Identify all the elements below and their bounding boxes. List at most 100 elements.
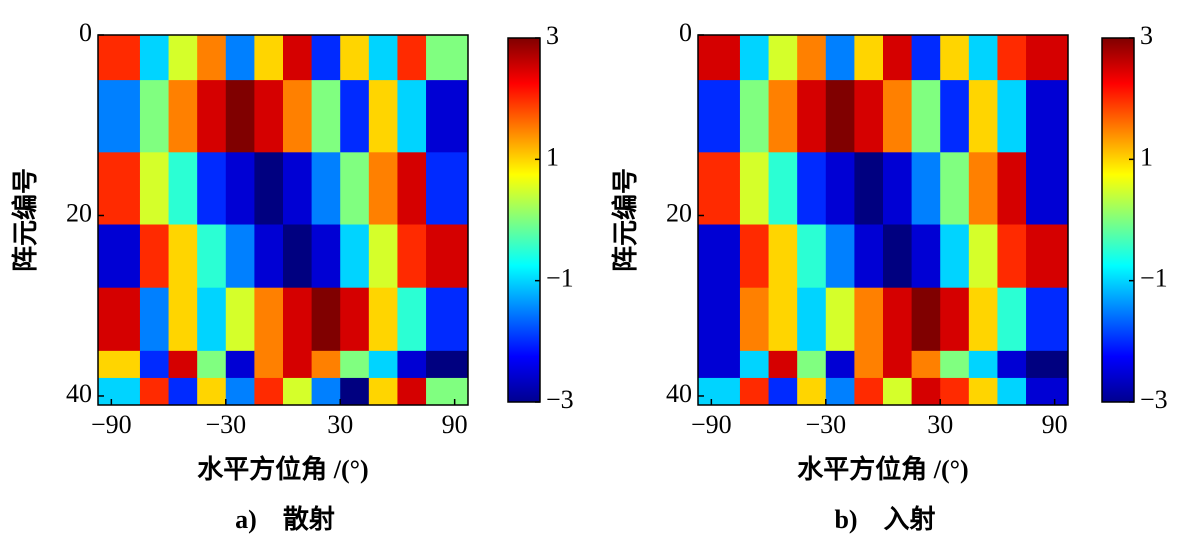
heatmap-cell — [968, 377, 998, 406]
heatmap-cell — [311, 80, 341, 153]
heatmap-cell — [940, 377, 970, 406]
x-tick-label: 30 — [327, 410, 353, 439]
heatmap-cell — [854, 377, 884, 406]
caption: a) 散射 — [235, 505, 335, 534]
heatmap-cell — [139, 224, 170, 289]
heatmap-cell — [168, 35, 198, 81]
colorbar-tick-label: −1 — [1140, 264, 1168, 293]
heatmap-cell — [968, 350, 998, 379]
heatmap-cell — [197, 287, 227, 352]
heatmap-cell — [911, 287, 941, 352]
heatmap-cell — [825, 152, 855, 226]
heatmap-cell — [968, 35, 998, 81]
heatmap-cell — [98, 377, 141, 406]
heatmap-cell — [698, 287, 741, 352]
heatmap-cell — [997, 377, 1027, 406]
heatmap-cell — [940, 350, 970, 379]
heatmap-cell — [854, 224, 884, 289]
heatmap-cell — [968, 152, 998, 226]
heatmap-cell — [854, 152, 884, 226]
x-tick-label: −30 — [205, 410, 246, 439]
x-tick-label: −90 — [91, 410, 132, 439]
colorbar-tick-label: −1 — [546, 264, 574, 293]
heatmap-cell — [883, 80, 913, 153]
heatmap-cell — [139, 377, 170, 406]
heatmap-cell — [940, 35, 970, 81]
heatmap-cell — [340, 287, 370, 352]
heatmap-cell — [98, 224, 141, 289]
heatmap-cell — [197, 80, 227, 153]
heatmap-cell — [1026, 35, 1069, 81]
colorbar-tick-label: −3 — [546, 385, 574, 414]
heatmap-cell — [883, 35, 913, 81]
heatmap-cell — [1026, 377, 1069, 406]
colorbar-tick-label: 1 — [1140, 142, 1153, 171]
heatmap-cell — [340, 35, 370, 81]
heatmap-cell — [911, 350, 941, 379]
heatmap-cell — [98, 287, 141, 352]
heatmap-cell — [698, 350, 741, 379]
colorbar-tick-label: 1 — [546, 142, 559, 171]
heatmap-cell — [225, 80, 255, 153]
heatmap-cell — [368, 152, 398, 226]
y-tick-label: 20 — [66, 198, 92, 227]
heatmap-cell — [997, 80, 1027, 153]
heatmap-cell — [797, 350, 827, 379]
heatmap-cell — [225, 287, 255, 352]
x-axis-label: 水平方位角 /(°) — [197, 454, 368, 484]
heatmap-cell — [168, 152, 198, 226]
heatmap-cell — [397, 377, 427, 406]
heatmap-cell — [739, 224, 770, 289]
heatmap-cell — [311, 152, 341, 226]
heatmap-cell — [197, 350, 227, 379]
heatmap-cell — [139, 35, 170, 81]
y-tick-label: 20 — [666, 198, 692, 227]
heatmap-cell — [911, 35, 941, 81]
y-tick-label: 0 — [679, 18, 692, 47]
heatmap-cell — [1026, 287, 1069, 352]
heatmap-cell — [225, 350, 255, 379]
heatmap-cell — [98, 80, 141, 153]
heatmap-cell — [426, 377, 469, 406]
heatmap-cell — [854, 35, 884, 81]
heatmap-cell — [340, 80, 370, 153]
heatmap-cell — [911, 152, 941, 226]
heatmap-cell — [311, 287, 341, 352]
heatmap-cell — [968, 287, 998, 352]
colorbar-tick-label: 3 — [1140, 21, 1153, 50]
heatmap-cell — [911, 224, 941, 289]
heatmap-cell — [825, 287, 855, 352]
heatmap-cell — [854, 80, 884, 153]
heatmap-cell — [340, 350, 370, 379]
heatmap-cell — [168, 224, 198, 289]
caption: b) 入射 — [834, 505, 935, 534]
heatmap-cell — [283, 224, 313, 289]
heatmap-cell — [698, 80, 741, 153]
y-axis-label: 阵元编号 — [10, 168, 40, 272]
heatmap-cell — [168, 80, 198, 153]
heatmap-cell — [168, 350, 198, 379]
heatmap-cell — [397, 350, 427, 379]
heatmap-cell — [739, 287, 770, 352]
heatmap-cell — [854, 287, 884, 352]
heatmap-cell — [254, 80, 284, 153]
heatmap-cell — [368, 350, 398, 379]
heatmap-cell — [768, 377, 798, 406]
heatmap-cell — [397, 80, 427, 153]
heatmap-cell — [768, 350, 798, 379]
heatmap-cell — [940, 287, 970, 352]
heatmap-cell — [139, 287, 170, 352]
heatmap-cell — [883, 152, 913, 226]
y-tick-label: 40 — [666, 379, 692, 408]
heatmap-cell — [883, 350, 913, 379]
colorbar — [1101, 37, 1135, 403]
heatmap-cell — [139, 350, 170, 379]
heatmap-cell — [311, 35, 341, 81]
heatmap-cell — [797, 152, 827, 226]
colorbar — [507, 37, 541, 403]
heatmap-cell — [768, 152, 798, 226]
heatmap-cell — [368, 35, 398, 81]
heatmap-cell — [426, 287, 469, 352]
heatmap-cell — [254, 224, 284, 289]
